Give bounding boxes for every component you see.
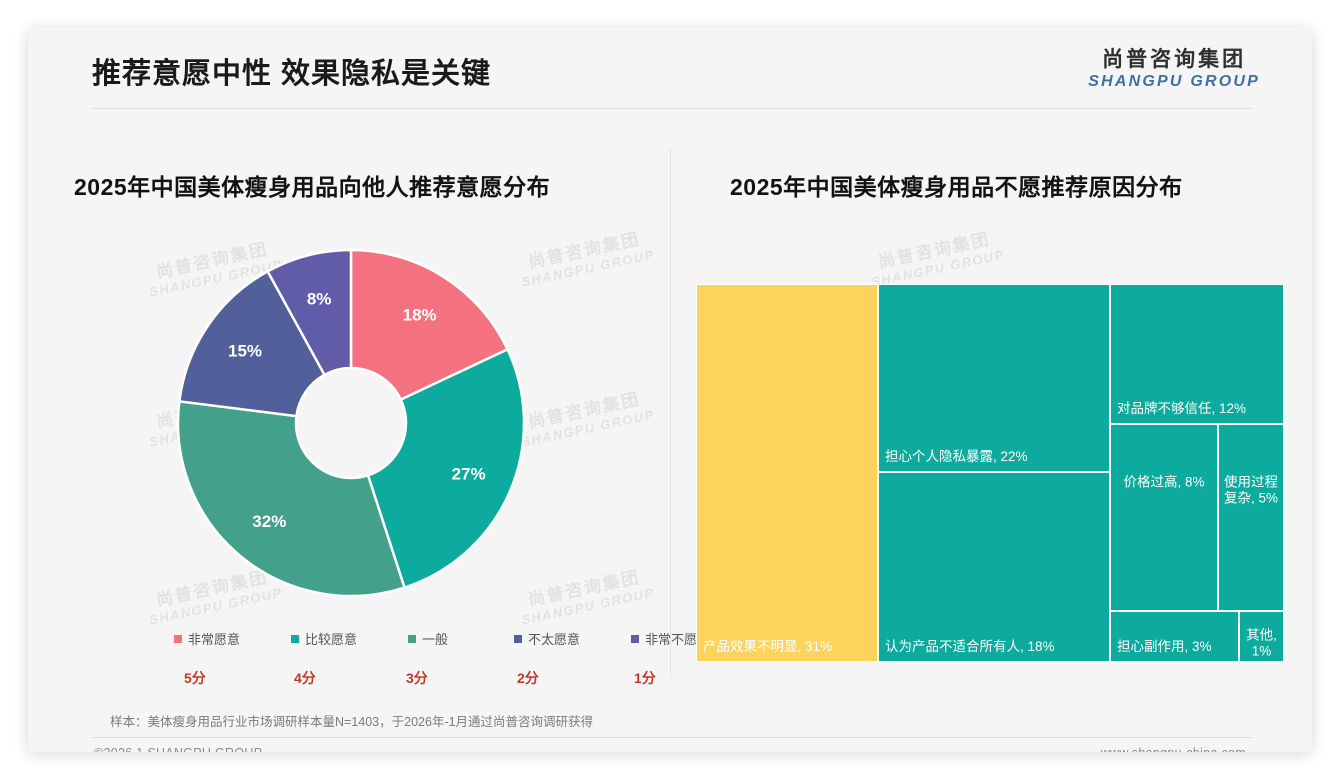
treemap-cell[interactable]: 对品牌不够信任, 12% [1110, 284, 1284, 424]
watermark: 尚普咨询集团 SHANGPU GROUP [866, 226, 1007, 291]
legend-item-label: 非常不愿意 [645, 632, 711, 647]
legend-swatch-icon [631, 634, 639, 643]
logo-text-cn: 尚普咨询集团 [1102, 48, 1247, 71]
donut-slice-label: 8% [307, 289, 332, 308]
legend-swatch-icon [514, 634, 522, 643]
treemap-cell[interactable]: 产品效果不明显, 31% [696, 284, 878, 662]
slide-canvas: 尚普咨询集团 SHANGPU GROUP 尚普咨询集团 SHANGPU GROU… [28, 28, 1312, 752]
treemap-cell[interactable]: 使用过程复杂, 5% [1218, 424, 1284, 611]
donut-chart: 18% 27% 32% 15% 8% [176, 248, 526, 598]
footer-copyright: ©2026.1 SHANGPU GROUP [94, 746, 262, 752]
donut-slice-label: 18% [403, 305, 437, 324]
treemap-cell-label: 担心个人隐私暴露, 22% [885, 449, 1028, 465]
legend-item-label: 比较愿意 [305, 632, 358, 647]
donut-slice[interactable] [176, 399, 407, 598]
logo-text-en: SHANGPU GROUP [1088, 73, 1260, 91]
page-title: 推荐意愿中性 效果隐私是关键 [92, 58, 492, 90]
footer-divider [92, 737, 1252, 738]
panel-divider [670, 148, 671, 678]
chart-title-left: 2025年中国美体瘦身用品向他人推荐意愿分布 [74, 174, 551, 200]
donut-slice[interactable] [349, 248, 510, 402]
legend-score: 2分 [517, 670, 539, 686]
treemap-cell[interactable]: 其他, 1% [1239, 611, 1284, 662]
treemap-chart: 产品效果不明显, 31% 担心个人隐私暴露, 22% 认为产品不适合所有人, 18%… [696, 284, 1284, 662]
watermark-cn: 尚普咨询集团 [526, 567, 642, 610]
watermark: 尚普咨询集团 SHANGPU GROUP [516, 386, 657, 451]
legend-item[interactable]: 不太愿意 [514, 629, 580, 648]
watermark-en: SHANGPU GROUP [520, 407, 656, 450]
treemap-cell-label: 产品效果不明显, 31% [703, 639, 833, 655]
legend-item[interactable]: 非常不愿意 [631, 629, 710, 648]
legend-score: 5分 [184, 670, 206, 686]
treemap-cell-label: 对品牌不够信任, 12% [1117, 401, 1247, 417]
watermark-cn: 尚普咨询集团 [526, 229, 642, 272]
legend-score: 1分 [634, 670, 656, 686]
donut-slice-label: 15% [228, 341, 262, 360]
legend-item-label: 非常愿意 [188, 632, 241, 647]
treemap-cell-label: 担心副作用, 3% [1117, 639, 1212, 655]
treemap-cell-label: 使用过程复杂, 5% [1223, 473, 1278, 506]
watermark-en: SHANGPU GROUP [520, 247, 656, 290]
legend-swatch-icon [291, 634, 299, 643]
brand-logo: 尚普咨询集团 SHANGPU GROUP [1088, 48, 1260, 91]
legend-item-label: 一般 [422, 632, 449, 647]
watermark-en: SHANGPU GROUP [520, 585, 656, 628]
footer-website: www.shangpu-china.com [1101, 746, 1246, 752]
watermark-cn: 尚普咨询集团 [526, 389, 642, 432]
treemap-cell[interactable]: 担心副作用, 3% [1110, 611, 1239, 662]
donut-slice[interactable] [366, 347, 526, 590]
legend-item[interactable]: 非常愿意 [174, 629, 240, 648]
donut-slice[interactable] [177, 269, 327, 418]
legend-score-row: 5分 4分 3分 2分 1分 [174, 668, 656, 692]
legend-swatch-icon [408, 634, 416, 643]
legend-score: 3分 [406, 670, 428, 686]
donut-slice-label: 27% [452, 464, 486, 483]
treemap-cell-label: 价格过高, 8% [1123, 473, 1205, 489]
watermark: 尚普咨询集团 SHANGPU GROUP [516, 564, 657, 629]
treemap-cell-label: 其他, 1% [1246, 626, 1277, 659]
header-divider [92, 108, 1252, 109]
chart-legend: 非常愿意 比较愿意 一般 不太愿意 非常不愿意 [174, 629, 710, 651]
slide-header: 推荐意愿中性 效果隐私是关键 尚普咨询集团 SHANGPU GROUP [28, 28, 1312, 110]
treemap-cell[interactable]: 担心个人隐私暴露, 22% [878, 284, 1110, 472]
treemap-cell[interactable]: 认为产品不适合所有人, 18% [878, 472, 1110, 662]
donut-slice[interactable] [265, 248, 353, 377]
sample-footnote: 样本：美体瘦身用品行业市场调研样本量N=1403，于2026年-1月通过尚普咨询… [110, 715, 594, 729]
legend-score: 4分 [294, 670, 316, 686]
chart-title-right: 2025年中国美体瘦身用品不愿推荐原因分布 [730, 174, 1183, 200]
legend-swatch-icon [174, 634, 182, 643]
treemap-cell-label: 认为产品不适合所有人, 18% [885, 639, 1055, 655]
legend-item[interactable]: 比较愿意 [291, 629, 357, 648]
legend-item[interactable]: 一般 [408, 629, 448, 648]
watermark-cn: 尚普咨询集团 [876, 229, 992, 272]
watermark: 尚普咨询集团 SHANGPU GROUP [516, 226, 657, 291]
donut-svg: 18% 27% 32% 15% 8% [176, 248, 526, 598]
legend-item-label: 不太愿意 [528, 632, 581, 647]
treemap-cell[interactable]: 价格过高, 8% [1110, 424, 1218, 611]
donut-slice-label: 32% [252, 512, 286, 531]
